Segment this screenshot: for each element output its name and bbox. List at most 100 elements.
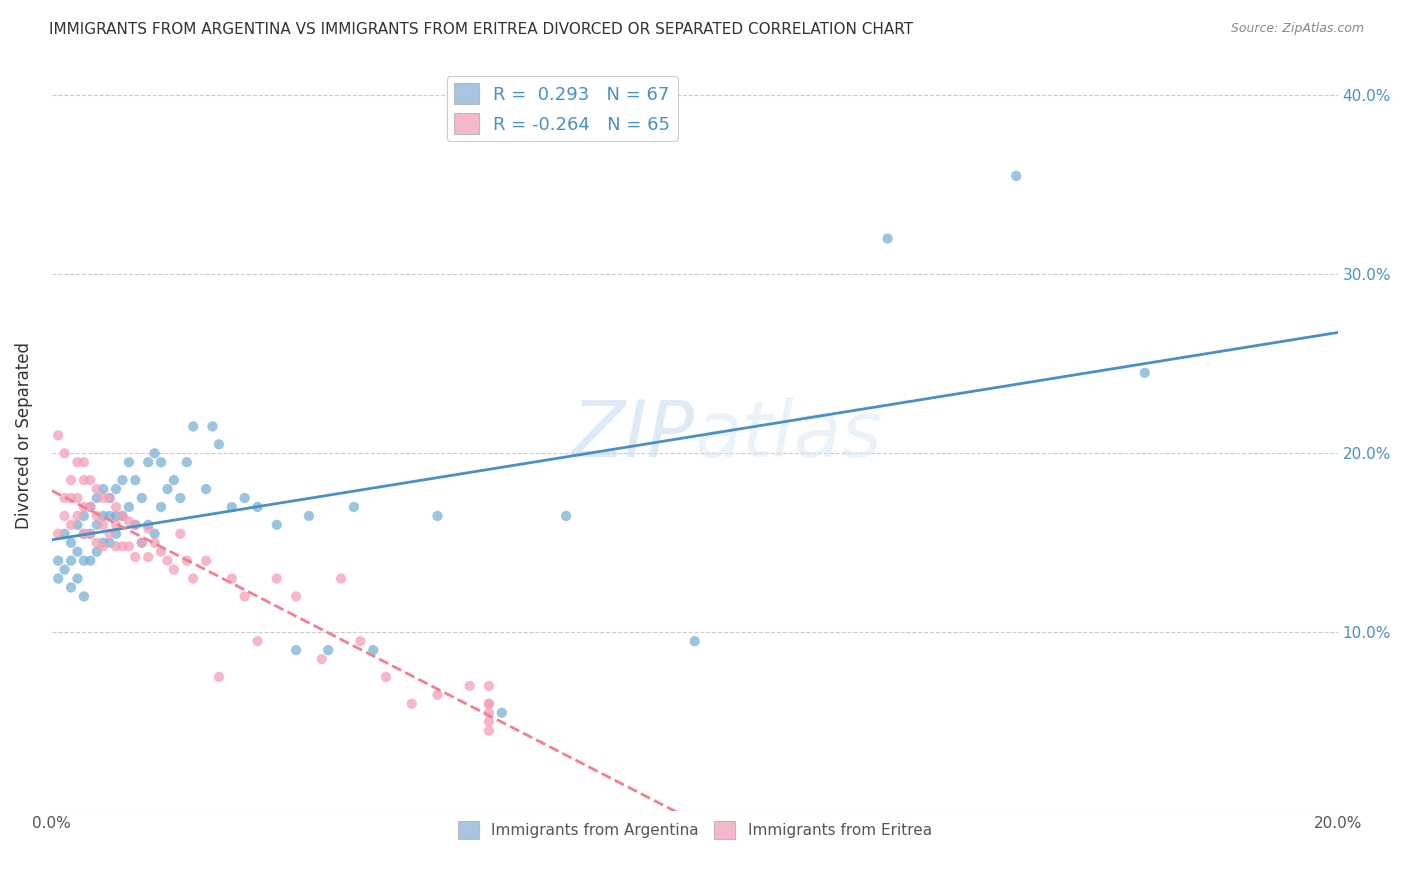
Point	[105, 508, 128, 523]
Point	[91, 491, 114, 505]
Point	[46, 554, 69, 568]
Point	[1133, 366, 1156, 380]
Point	[131, 535, 153, 549]
Point	[195, 554, 218, 568]
Point	[181, 419, 204, 434]
Point	[60, 473, 83, 487]
Point	[478, 714, 501, 729]
Point	[478, 679, 501, 693]
Point	[246, 634, 269, 648]
Point	[221, 572, 243, 586]
Point	[91, 539, 114, 553]
Point	[150, 455, 173, 469]
Point	[66, 508, 89, 523]
Point	[73, 554, 96, 568]
Point	[105, 539, 128, 553]
Point	[66, 517, 89, 532]
Point	[118, 455, 141, 469]
Point	[111, 539, 134, 553]
Point	[60, 554, 83, 568]
Point	[111, 508, 134, 523]
Point	[73, 455, 96, 469]
Point	[60, 491, 83, 505]
Point	[118, 514, 141, 528]
Point	[136, 517, 159, 532]
Point	[98, 535, 121, 549]
Point	[478, 723, 501, 738]
Point	[53, 508, 76, 523]
Point	[60, 535, 83, 549]
Point	[131, 491, 153, 505]
Point	[98, 526, 121, 541]
Point	[285, 590, 308, 604]
Point	[79, 473, 101, 487]
Point	[233, 590, 256, 604]
Point	[361, 643, 384, 657]
Point	[98, 491, 121, 505]
Point	[150, 500, 173, 514]
Point	[143, 535, 166, 549]
Point	[208, 670, 231, 684]
Point	[478, 706, 501, 720]
Point	[555, 508, 578, 523]
Point	[66, 491, 89, 505]
Point	[66, 545, 89, 559]
Point	[221, 500, 243, 514]
Point	[86, 508, 108, 523]
Point	[131, 535, 153, 549]
Y-axis label: Divorced or Separated: Divorced or Separated	[15, 342, 32, 529]
Point	[330, 572, 353, 586]
Point	[311, 652, 333, 666]
Point	[66, 455, 89, 469]
Point	[458, 679, 481, 693]
Point	[118, 500, 141, 514]
Point	[375, 670, 398, 684]
Point	[73, 508, 96, 523]
Point	[124, 473, 146, 487]
Point	[73, 473, 96, 487]
Point	[86, 535, 108, 549]
Point	[73, 500, 96, 514]
Point	[98, 491, 121, 505]
Point	[111, 473, 134, 487]
Text: ZIP: ZIP	[572, 398, 695, 474]
Point	[150, 545, 173, 559]
Point	[118, 539, 141, 553]
Point	[91, 517, 114, 532]
Point	[124, 517, 146, 532]
Point	[79, 500, 101, 514]
Point	[143, 446, 166, 460]
Point	[426, 508, 449, 523]
Point	[266, 517, 288, 532]
Point	[208, 437, 231, 451]
Point	[86, 482, 108, 496]
Point	[79, 500, 101, 514]
Point	[683, 634, 706, 648]
Point	[478, 697, 501, 711]
Point	[343, 500, 366, 514]
Point	[79, 526, 101, 541]
Point	[176, 455, 198, 469]
Point	[163, 563, 186, 577]
Point	[86, 517, 108, 532]
Point	[124, 550, 146, 565]
Point	[156, 482, 179, 496]
Point	[195, 482, 218, 496]
Point	[60, 517, 83, 532]
Point	[79, 526, 101, 541]
Point	[86, 545, 108, 559]
Point	[266, 572, 288, 586]
Point	[136, 550, 159, 565]
Point	[163, 473, 186, 487]
Legend: Immigrants from Argentina, Immigrants from Eritrea: Immigrants from Argentina, Immigrants fr…	[451, 815, 938, 845]
Point	[46, 572, 69, 586]
Point	[285, 643, 308, 657]
Point	[53, 446, 76, 460]
Point	[53, 491, 76, 505]
Point	[124, 517, 146, 532]
Point	[73, 526, 96, 541]
Point	[233, 491, 256, 505]
Point	[298, 508, 321, 523]
Point	[181, 572, 204, 586]
Point	[105, 526, 128, 541]
